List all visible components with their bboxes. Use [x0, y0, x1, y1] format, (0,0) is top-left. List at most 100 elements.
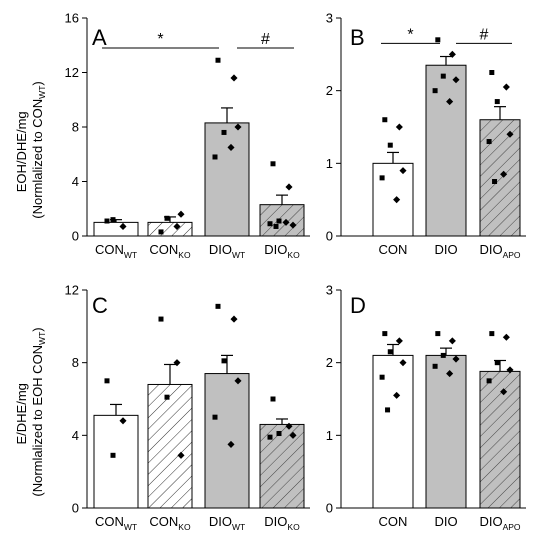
panel-d-letter: D: [350, 293, 366, 318]
panel-b-ytick-label-3: 3: [326, 11, 333, 26]
panel-a-point-2-4: [212, 154, 218, 160]
panel-d-point-0-4: [379, 374, 385, 380]
panel-d-point-1-0: [435, 331, 441, 337]
panel-d-ytick-label-0: 0: [326, 501, 333, 516]
panel-d-point-1-2: [440, 352, 446, 358]
panel-a-point-1-2: [164, 215, 170, 221]
panel-b-ytick-label-0: 0: [326, 229, 333, 244]
panel-d-ytick-label-2: 2: [326, 355, 333, 370]
panel-c-category-label-2: DIOWT: [209, 514, 245, 532]
panel-d-category-label-0: CON: [379, 514, 408, 529]
panel-a-point-2-5: [227, 143, 235, 151]
panel-d-point-2-1: [502, 333, 510, 341]
panel-d-point-2-4: [486, 378, 492, 384]
panel-b-point-0-5: [393, 196, 401, 204]
panel-c-point-2-3: [234, 377, 242, 385]
panel-b-bar-2: [479, 119, 521, 237]
panel-c-chart: 0 4 8 12 CONWT CONKO DIOWT DIOKO C: [65, 283, 310, 532]
panel-a-point-3-6: [273, 223, 279, 229]
panel-b-point-2-6: [492, 179, 498, 184]
panel-b-point-1-2: [440, 73, 446, 79]
panel-c-ytick-label-0: 0: [72, 501, 79, 516]
panel-d-point-2-3: [506, 366, 514, 374]
panel-c-point-1-1: [173, 359, 181, 367]
panel-c-point-0-1: [119, 417, 127, 425]
panel-a-point-2-0: [215, 57, 221, 63]
panel-c-point-1-3: [177, 451, 185, 459]
panel-d-point-2-2: [494, 360, 500, 366]
panel-a-bar-2: [204, 122, 250, 237]
panel-d-point-1-3: [452, 355, 460, 363]
panel-b-point-2-5: [500, 170, 508, 178]
panel-c-letter: C: [92, 293, 108, 318]
panel-c-bar-0: [93, 414, 139, 509]
panel-b-ytick-label-1: 1: [326, 156, 333, 171]
panel-d-point-0-0: [382, 331, 388, 337]
panel-a-letter: A: [92, 25, 107, 50]
panel-d-point-0-5: [393, 391, 401, 399]
panel-c-category-label-0: CONWT: [95, 514, 137, 532]
panel-c-ytick-label-2: 8: [72, 355, 79, 370]
panel-b-point-1-4: [432, 88, 438, 94]
panel-a-point-2-3: [234, 123, 242, 131]
panel-c-point-3-0: [270, 396, 276, 402]
panel-c-point-2-2: [221, 358, 227, 364]
panel-b-point-1-0: [435, 37, 441, 43]
panel-d-point-1-4: [432, 363, 438, 369]
panel-a-point-2-1: [230, 74, 238, 82]
panel-a-category-label-1: CONKO: [149, 242, 191, 260]
panel-d-point-0-3: [399, 359, 407, 367]
panel-d-point-1-1: [448, 337, 456, 345]
panel-d-ytick-label-3: 3: [326, 283, 333, 298]
panel-c-point-2-4: [212, 414, 218, 420]
panel-c-point-2-0: [215, 303, 221, 309]
panel-a-point-1-3: [177, 210, 185, 218]
panel-c-category-label-3: DIOKO: [264, 514, 300, 532]
panel-a-point-3-0: [270, 161, 276, 167]
panel-a-sig-label-1: #: [261, 31, 270, 48]
panel-a-point-3-1: [285, 183, 293, 191]
panel-a-ytick-label-4: 16: [65, 11, 79, 26]
panel-a-point-3-2: [276, 218, 282, 224]
panel-a-point-2-2: [221, 129, 227, 135]
panel-d-bar-1: [425, 354, 467, 509]
panel-b-sig-label-0: *: [407, 26, 413, 43]
panel-b-point-2-3: [506, 130, 514, 138]
panel-d-category-label-1: DIO: [434, 514, 457, 529]
panel-c-ytick-label-1: 4: [72, 428, 79, 443]
panel-d-category-label-2: DIOAPO: [479, 514, 520, 532]
panel-d-point-0-1: [395, 337, 403, 345]
panel-b-point-0-4: [379, 175, 385, 181]
panel-d-bar-0: [372, 354, 414, 509]
panel-b-chart: 0 1 2 3 CON DIO DIOAPO B * #: [326, 11, 526, 260]
panel-b-letter: B: [350, 25, 365, 50]
panel-c-point-0-2: [110, 452, 116, 458]
panel-c-point-2-1: [230, 315, 238, 323]
panel-d-ytick-label-1: 1: [326, 428, 333, 443]
panel-a-chart: 0 4 8 12 16 CONWT CONKO DIOWT DIOKO A * #: [65, 11, 310, 260]
panel-b-point-2-2: [494, 99, 500, 105]
panel-c-category-label-1: CONKO: [149, 514, 191, 532]
panel-c-point-2-5: [227, 440, 235, 448]
panel-a-point-0-0: [104, 218, 110, 224]
panel-c-point-1-2: [164, 394, 170, 400]
panel-b-point-2-0: [489, 70, 495, 75]
panel-c-point-3-2: [276, 431, 282, 437]
panel-b-point-2-4: [486, 139, 492, 145]
panel-b-category-label-0: CON: [379, 242, 408, 257]
panel-b-point-2-1: [502, 83, 510, 91]
panel-b-ytick-label-2: 2: [326, 83, 333, 98]
panel-b-point-1-5: [446, 98, 454, 106]
panel-b-point-0-2: [387, 142, 393, 148]
panel-a-sig-label-0: *: [157, 31, 163, 48]
panel-b-bar-0: [372, 162, 414, 237]
y-axis-label-bottom: E/DHE/mg (Normlalized to EOH CONWT): [14, 327, 47, 496]
panel-a-point-3-3: [289, 221, 297, 229]
panel-a-point-0-1: [119, 222, 127, 230]
panel-b-category-label-2: DIOAPO: [479, 242, 520, 260]
panel-c-bar-3: [259, 423, 305, 509]
panel-a-point-1-0: [158, 229, 164, 235]
panel-d-point-0-2: [387, 349, 393, 355]
panel-a-category-label-2: DIOWT: [209, 242, 245, 260]
